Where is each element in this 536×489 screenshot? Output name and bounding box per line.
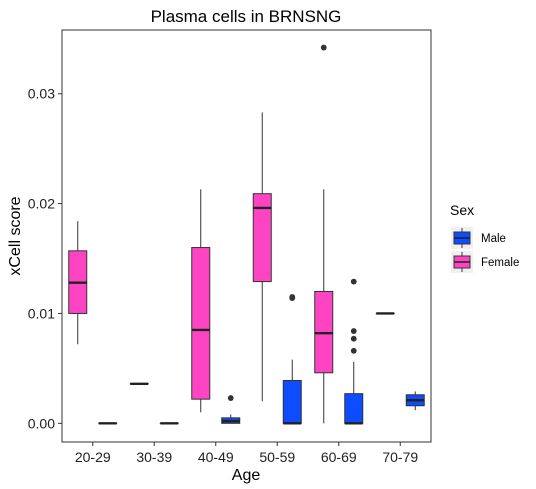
outlier-point bbox=[350, 278, 357, 285]
y-tick-label: 0.02 bbox=[28, 196, 55, 212]
y-tick-label: 0.00 bbox=[28, 415, 55, 431]
y-tick-label: 0.01 bbox=[28, 305, 55, 321]
y-axis-title: xCell score bbox=[7, 196, 24, 275]
box-female-20-29 bbox=[68, 221, 88, 345]
legend-title: Sex bbox=[450, 202, 474, 218]
box-female-60-69 bbox=[314, 44, 334, 424]
x-tick-label: 30-39 bbox=[136, 449, 172, 465]
legend-label: Male bbox=[481, 233, 506, 245]
x-tick-label: 70-79 bbox=[382, 449, 418, 465]
box-male-40-49 bbox=[221, 395, 241, 424]
x-tick-label: 40-49 bbox=[198, 449, 234, 465]
y-tick-label: 0.03 bbox=[28, 86, 55, 102]
x-tick-label: 50-59 bbox=[259, 449, 295, 465]
box-body bbox=[252, 193, 272, 283]
box-male-60-69 bbox=[344, 278, 364, 425]
box-body bbox=[344, 393, 364, 424]
legend-entry-female: Female bbox=[451, 251, 519, 273]
legend-label: Female bbox=[481, 257, 519, 269]
box-male-70-79 bbox=[405, 391, 425, 411]
legend-entry-male: Male bbox=[451, 227, 506, 249]
outlier-point bbox=[320, 44, 327, 51]
box-body bbox=[282, 379, 302, 424]
y-axis: 0.00 0.01 0.02 0.03 bbox=[28, 86, 62, 431]
x-tick-label: 60-69 bbox=[321, 449, 357, 465]
plot-layer bbox=[68, 44, 425, 425]
outlier-point bbox=[350, 328, 357, 334]
outlier-point bbox=[289, 294, 296, 300]
x-axis: 20-29 30-39 40-49 50-59 60-69 70-79 bbox=[75, 442, 418, 465]
x-tick-label: 20-29 bbox=[75, 449, 111, 465]
legend: Sex Male Female bbox=[450, 202, 519, 273]
outlier-point bbox=[350, 335, 357, 342]
x-axis-title: Age bbox=[232, 467, 261, 484]
box-female-40-49 bbox=[191, 189, 211, 413]
outlier-point bbox=[350, 347, 357, 354]
box-body bbox=[191, 247, 211, 400]
box-male-50-59 bbox=[282, 294, 302, 425]
box-female-50-59 bbox=[252, 112, 272, 402]
chart-title: Plasma cells in BRNSNG bbox=[151, 7, 342, 26]
plot-panel bbox=[61, 29, 432, 443]
outlier-point bbox=[227, 395, 234, 401]
